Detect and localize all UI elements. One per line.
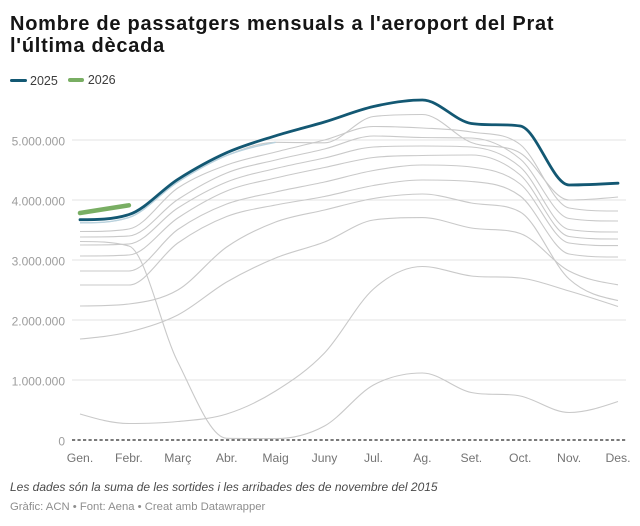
svg-text:3.000.000: 3.000.000 (12, 255, 66, 269)
svg-text:5.000.000: 5.000.000 (12, 135, 66, 149)
svg-text:Des.: Des. (605, 451, 630, 465)
svg-text:Gen.: Gen. (67, 451, 93, 465)
svg-text:Set.: Set. (460, 451, 482, 465)
svg-text:Ag.: Ag. (413, 451, 431, 465)
svg-text:4.000.000: 4.000.000 (12, 195, 66, 209)
svg-text:1.000.000: 1.000.000 (12, 375, 66, 389)
svg-text:Juny: Juny (312, 451, 339, 465)
svg-text:Nov.: Nov. (557, 451, 581, 465)
svg-text:0: 0 (58, 435, 65, 449)
svg-text:2.000.000: 2.000.000 (12, 315, 66, 329)
svg-text:Maig: Maig (262, 451, 288, 465)
svg-text:Jul.: Jul. (364, 451, 383, 465)
svg-text:Oct.: Oct. (509, 451, 531, 465)
svg-text:Febr.: Febr. (115, 451, 143, 465)
svg-text:Març: Març (164, 451, 191, 465)
svg-text:Abr.: Abr. (216, 451, 238, 465)
